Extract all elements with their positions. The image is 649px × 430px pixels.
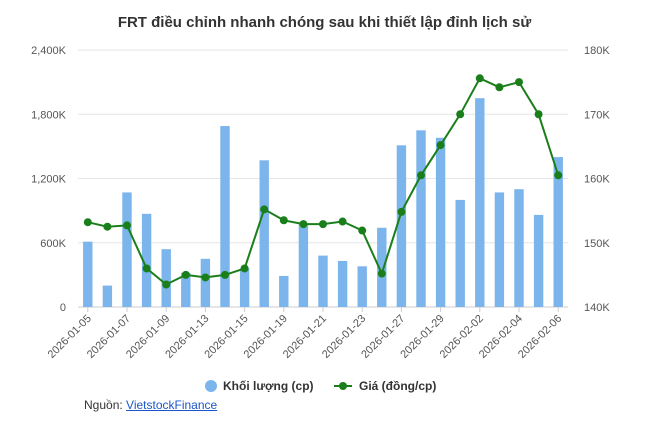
volume-bar [475,98,485,307]
price-point [495,83,504,92]
price-point [515,78,523,87]
price-point [279,216,288,225]
price-point [456,110,465,119]
y-right-tick-label: 150K [584,238,610,250]
price-point [260,205,269,214]
price-point [162,280,171,289]
price-line [83,74,563,289]
volume-bar [416,130,426,307]
y-left-tick-label: 600K [40,238,66,250]
volume-bar [337,260,348,307]
price-point [358,226,367,235]
volume-bar [357,266,367,307]
price-point [221,270,229,279]
y-left-tick-label: 1,200K [31,174,67,186]
volume-bar [200,258,211,307]
y-axis-left: 0 600K 1,200K 1,800K 2,400K [31,45,67,314]
price-point [181,270,190,279]
price-point [436,141,445,150]
price-point [319,220,327,229]
price-point [377,269,386,278]
price-line-path [87,77,560,286]
y-left-tick-label: 1,800K [31,109,67,121]
legend-price-label: Giá (đồng/cp) [359,379,436,393]
volume-bar [122,192,132,307]
price-point [475,74,484,83]
volume-bar [259,160,269,307]
price-point [123,221,131,230]
volume-bar [298,223,309,307]
volume-bar [102,285,113,307]
y-axis-right: 140K 150K 160K 170K 180K [584,45,610,314]
price-point [240,264,249,273]
price-point [103,222,112,231]
volume-bar [494,192,505,307]
legend-volume-marker [205,380,217,392]
volume-bar [279,275,289,307]
volume-bars [83,98,563,307]
y-right-tick-label: 180K [584,45,610,57]
volume-bar [83,241,93,307]
y-right-tick-label: 160K [584,174,610,186]
price-point [534,110,543,119]
source-note: Nguồn: VietstockFinance [84,398,217,412]
price-point [417,171,425,180]
volume-bar [161,249,171,307]
price-point [338,217,347,226]
volume-bar [239,268,250,307]
y-left-tick-label: 0 [60,302,66,314]
legend-volume-label: Khối lượng (cp) [223,379,314,393]
price-point [397,207,406,216]
source-label: Nguồn: [84,398,123,412]
volume-bar [141,213,152,307]
price-point [201,273,210,282]
source-link[interactable]: VietstockFinance [126,398,218,412]
y-right-tick-label: 170K [584,109,610,121]
chart-title: FRT điều chỉnh nhanh chóng sau khi thiết… [118,14,532,31]
legend[interactable]: Khối lượng (cp) Giá (đồng/cp) [205,379,436,393]
volume-bar [514,189,524,307]
volume-bar [220,126,230,307]
price-point [83,218,92,227]
volume-bar [533,214,544,307]
y-right-tick-label: 140K [584,302,610,314]
volume-bar [455,199,465,307]
grid-lines [78,49,568,308]
x-axis: 2026-01-052026-01-072026-01-092026-01-13… [46,307,564,361]
volume-bar [553,157,563,307]
volume-bar [435,137,446,307]
price-point [554,171,563,180]
price-point [299,220,308,229]
volume-bar [396,145,407,307]
y-left-tick-label: 2,400K [31,45,67,57]
volume-bar [377,227,387,307]
price-point [142,264,151,273]
legend-price-marker [339,382,347,390]
volume-bar [181,272,191,307]
volume-bar [318,255,328,307]
